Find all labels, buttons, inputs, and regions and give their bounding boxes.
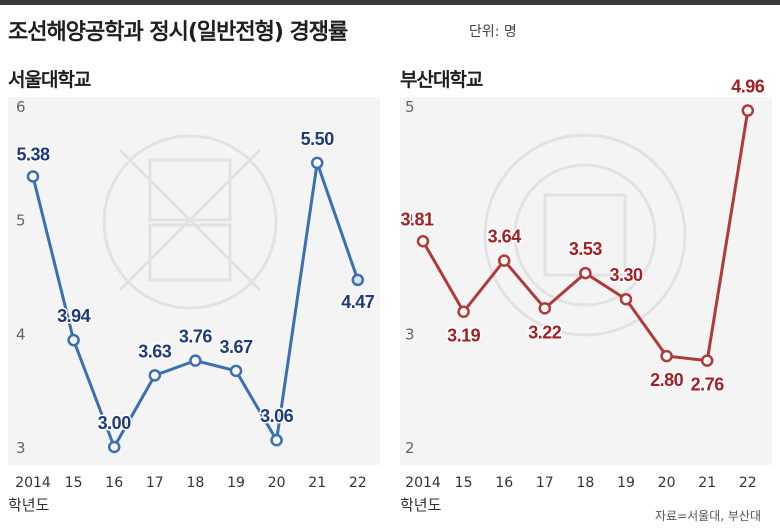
seoul-x-tick-label: 20 [268, 475, 286, 491]
seoul-data-label: 3.63 [138, 341, 172, 361]
unit-label: 단위: 명 [469, 24, 517, 40]
seoul-chart: 3 4 5 6 2014 15 16 17 18 19 20 21 22 5.38 3.94 3.00 3.63… [15, 98, 377, 491]
seoul-data-point [351, 273, 365, 287]
busan-data-label: 4.96 [731, 77, 765, 97]
seoul-data-label: 3.00 [98, 413, 132, 433]
busan-data-label: 2.76 [691, 375, 725, 395]
seoul-emblem-watermark [102, 134, 278, 310]
seoul-data-label: 3.06 [260, 406, 294, 426]
seoul-data-label: 3.94 [57, 306, 91, 326]
busan-x-tick-label: 21 [698, 475, 716, 491]
busan-data-label: 3.53 [569, 239, 603, 259]
seoul-x-tick-label: 21 [308, 475, 326, 491]
busan-series-line [421, 110, 750, 363]
busan-data-point [457, 305, 470, 318]
seoul-x-tick-label: 22 [349, 475, 367, 491]
seoul-x-tick-label: 18 [186, 475, 204, 491]
busan-y-tick-label: 2 [405, 439, 415, 457]
seoul-x-tick-label: 2014 [15, 475, 51, 491]
busan-data-label: 2.80 [650, 370, 684, 390]
busan-x-tick-label: 16 [495, 475, 513, 491]
seoul-x-tick-label: 16 [105, 475, 123, 491]
seoul-data-label: 4.47 [341, 292, 375, 312]
busan-data-label: 3.30 [609, 265, 643, 285]
seoul-data-point [67, 333, 80, 347]
seoul-data-label: 5.38 [16, 144, 50, 164]
seoul-data-label: 5.50 [301, 129, 335, 149]
busan-y-tick-label: 5 [405, 98, 415, 116]
busan-plot-background [400, 97, 772, 465]
busan-x-tick-label: 15 [455, 475, 473, 491]
busan-data-label: 3.19 [447, 326, 481, 346]
seoul-x-tick-label: 17 [146, 475, 164, 491]
seoul-y-tick-label: 6 [16, 98, 26, 116]
busan-data-point [741, 104, 755, 117]
busan-x-axis-title: 학년도 [400, 496, 442, 514]
busan-data-label: 3.22 [528, 322, 562, 342]
seoul-data-label: 3.76 [179, 327, 213, 347]
seoul-panel-title: 서울대학교 [8, 69, 91, 91]
seoul-data-point [107, 440, 121, 454]
busan-data-point [660, 349, 673, 363]
seoul-series-line [31, 161, 360, 449]
busan-seal-watermark [483, 133, 687, 337]
busan-data-point [579, 266, 592, 280]
busan-x-tick-label: 2014 [405, 475, 441, 491]
seoul-data-point [26, 170, 40, 183]
seoul-data-point [189, 354, 202, 367]
busan-data-label: 3.81 [400, 209, 434, 229]
seoul-data-point [229, 364, 243, 378]
seoul-x-tick-label: 15 [65, 475, 83, 491]
chart-title: 조선해양공학과 정시(일반전형) 경쟁률 [8, 20, 348, 45]
seoul-y-tick-label: 5 [16, 212, 26, 230]
seoul-y-tick-label: 3 [16, 439, 26, 457]
busan-data-point [416, 235, 430, 248]
busan-x-tick-label: 18 [576, 475, 594, 491]
busan-data-point [497, 254, 511, 267]
busan-x-tick-label: 22 [739, 475, 757, 491]
busan-x-tick-label: 20 [658, 475, 676, 491]
seoul-y-tick-label: 4 [16, 325, 26, 343]
seoul-x-tick-label: 19 [227, 475, 245, 491]
busan-chart: 2 3 4 5 2014 15 16 17 18 19 20 21 22 3.81 3.19 3.64 3.22… [399, 75, 767, 491]
seoul-data-label: 3.67 [219, 337, 253, 357]
busan-x-tick-label: 17 [536, 475, 554, 491]
seoul-data-point [148, 369, 162, 382]
busan-data-point [619, 292, 633, 306]
top-bar [0, 0, 780, 5]
seoul-x-axis-title: 학년도 [8, 496, 50, 514]
busan-y-tick-label: 3 [405, 325, 415, 343]
busan-panel-title: 부산대학교 [400, 69, 483, 91]
busan-data-label: 3.64 [488, 227, 522, 247]
seoul-data-point [310, 156, 324, 170]
seoul-data-point [270, 433, 283, 447]
busan-y-tick-label: 4 [405, 212, 415, 230]
busan-data-point [700, 354, 714, 367]
busan-data-point [538, 302, 552, 315]
source-note: 자료=서울대, 부산대 [655, 509, 762, 523]
busan-x-tick-label: 19 [617, 475, 635, 491]
